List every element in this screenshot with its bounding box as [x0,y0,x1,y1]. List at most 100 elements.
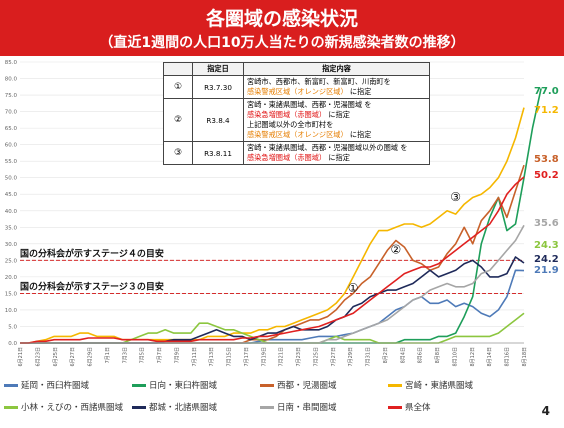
reference-line-label: 国の分科会が示すステージ４の目安 [20,247,164,259]
content-text: 上記圏域以外の全市町村を [247,120,334,129]
y-tick-label: 30.0 [5,242,18,248]
content-line: 感染警戒区域（オレンジ区域） に指定 [247,87,426,97]
y-tick-label: 25.0 [5,258,18,264]
content-text: 感染急増圏域（赤圏域） [247,110,327,119]
page-title: 各圏域の感染状況 [205,8,358,30]
legend-swatch [260,406,274,409]
x-tick-label: 6月27日 [70,347,76,367]
content-text: 宮崎・東諸県圏域、西都・児湯圏域 を [247,100,372,109]
x-tick-label: 6月29日 [88,347,94,367]
content-suffix: に指定 [347,87,372,96]
legend-item: 県全体 [388,401,431,413]
annotation-marker: ② [390,243,401,257]
designation-date: R3.8.11 [192,141,244,165]
chart-markers: ① ② ③ [348,190,461,295]
content-text: 宮崎・東諸県圏域、西都・児湯圏域以外の圏域 を [247,143,408,152]
table-header-row: 指定日 指定内容 [163,62,430,76]
series-end-label: 24.3 [534,240,559,251]
content-line: 感染急増圏域（赤圏域） に指定 [247,153,426,163]
legend-item: 宮崎・東諸県圏域 [388,379,473,391]
y-tick-label: 65.0 [5,126,18,132]
table-row: ① R3.7.30 宮崎市、西都市、新富町、新富町、川南町を 感染警戒区域（オレンジ区… [163,75,430,99]
x-tick-label: 7月9日 [174,347,180,363]
content-text: 宮崎市、西都市、新富町、新富町、川南町を [247,77,391,86]
content-text: 感染警戒区域（オレンジ区域） [247,87,348,96]
designation-content: 宮崎・東諸県圏域、西都・児湯圏域以外の圏域 を感染急増圏域（赤圏域） に指定 [243,141,430,165]
row-number: ① [163,75,193,99]
x-tick-label: 6月25日 [53,347,59,367]
series-end-label: 35.6 [534,218,559,229]
table-row: ③ R3.8.11 宮崎・東諸県圏域、西都・児湯圏域以外の圏域 を感染急増圏域（赤圏… [163,141,430,165]
x-tick-label: 8月18日 [522,347,528,367]
reference-line-label: 国の分科会が示すステージ３の目安 [20,280,164,292]
content-line: 感染急増圏域（赤圏域） に指定 [247,110,426,120]
x-tick-label: 8月10日 [452,347,458,367]
title-banner: 各圏域の感染状況 （直近1週間の人口10万人当たりの新規感染者数の推移） [0,0,564,56]
x-tick-label: 7月29日 [348,347,354,367]
legend-item: 都城・北諸県圏域 [132,401,217,413]
content-line: 宮崎・東諸県圏域、西都・児湯圏域以外の圏域 を [247,143,426,153]
legend-swatch [4,406,18,409]
legend-swatch [388,384,402,387]
x-tick-label: 7月21日 [279,347,285,367]
legend-swatch [132,406,146,409]
row-number: ② [163,98,193,142]
content-line: 上記圏域以外の全市町村を [247,120,426,130]
y-tick-label: 70.0 [5,110,18,116]
legend-item: 小林・えびの・西諸県圏域 [4,401,123,413]
designation-date: R3.7.30 [192,75,244,99]
x-tick-label: 8月12日 [470,347,476,367]
legend-swatch [260,384,274,387]
table-header: 指定日 [192,62,244,76]
series-end-label: 77.0 [534,86,559,97]
series-line [20,269,525,344]
legend-label: 都城・北諸県圏域 [149,403,218,413]
legend-label: 日向・東臼杵圏域 [149,381,218,391]
designation-content: 宮崎市、西都市、新富町、新富町、川南町を 感染警戒区域（オレンジ区域） に指定 [243,75,430,99]
content-line: 宮崎・東諸県圏域、西都・児湯圏域 を [247,100,426,110]
x-tick-label: 6月21日 [18,347,24,367]
x-tick-label: 8月4日 [400,347,406,363]
y-tick-label: 85.0 [5,60,18,66]
content-suffix: に指定 [326,110,350,119]
x-tick-label: 7月31日 [366,347,372,367]
x-tick-label: 7月5日 [140,347,146,363]
annotation-marker: ③ [450,190,461,204]
legend-item: 日南・串間圏域 [260,401,337,413]
x-tick-label: 7月13日 [209,347,215,367]
legend-label: 延岡・西臼杵圏域 [21,381,90,391]
y-tick-label: 10.0 [5,308,18,314]
legend-swatch [388,406,402,409]
x-tick-label: 7月3日 [122,347,128,363]
series-line [20,107,525,344]
page-subtitle: （直近1週間の人口10万人当たりの新規感染者数の推移） [99,35,465,51]
y-tick-label: 0.0 [8,341,17,347]
y-tick-label: 60.0 [5,143,18,149]
x-tick-label: 7月23日 [296,347,302,367]
legend-label: 宮崎・東諸県圏域 [405,381,474,391]
content-line: 宮崎市、西都市、新富町、新富町、川南町を [247,77,426,87]
y-tick-label: 15.0 [5,291,18,297]
y-tick-label: 20.0 [5,275,18,281]
table-header: 指定内容 [243,62,430,76]
legend-item: 西都・児湯圏域 [260,379,337,391]
y-tick-label: 45.0 [5,192,18,198]
legend-label: 西都・児湯圏域 [277,381,337,391]
series-end-label: 53.8 [534,154,559,165]
y-tick-label: 50.0 [5,176,18,182]
x-tick-label: 8月6日 [418,347,424,363]
legend-item: 延岡・西臼杵圏域 [4,379,89,391]
series-end-label: 21.9 [534,265,559,276]
y-tick-label: 5.0 [8,324,17,330]
series-end-label: 71.2 [534,105,559,116]
designation-date: R3.8.4 [192,98,244,142]
chart-axes: 0.0 5.0 10.0 15.0 20.0 25.0 30.0 35.0 40.0 45.0 50… [5,60,528,367]
x-tick-label: 7月25日 [313,347,319,367]
chart-legend: 延岡・西臼杵圏域 日向・東臼杵圏域 西都・児湯圏域 宮崎・東諸県圏域小林・えびの・西諸… [4,379,514,423]
y-tick-label: 35.0 [5,225,18,231]
content-suffix: に指定 [326,153,350,162]
x-tick-label: 8月16日 [505,347,511,367]
content-line: 感染警戒区域（オレンジ区域） に指定 [247,130,426,140]
legend-label: 県全体 [405,403,431,413]
